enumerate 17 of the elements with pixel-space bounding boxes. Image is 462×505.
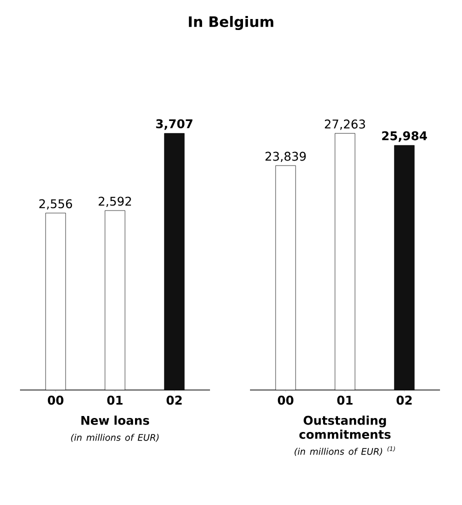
x-tick-label: 01: [107, 396, 123, 405]
data-label: 2,592: [98, 196, 131, 208]
x-tick-label: 00: [278, 396, 294, 405]
data-label: 2,556: [39, 199, 72, 210]
chart-title: In Belgium: [188, 16, 274, 30]
x-tick-label: 02: [396, 396, 412, 405]
x-axis-title: Outstanding commitments: [299, 416, 391, 439]
x-tick-label: 00: [48, 396, 64, 405]
x-tick-label: 01: [337, 396, 353, 405]
data-label: 25,984: [382, 131, 427, 142]
text: (in millions of EUR): [71, 434, 159, 442]
text: (in millions of EUR) $^{(1)}$: [294, 446, 395, 456]
data-label: 23,839: [266, 152, 306, 162]
x-tick-label: 02: [166, 396, 182, 405]
data-label: 27,263: [324, 120, 366, 130]
data-label: 3,707: [156, 119, 192, 130]
x-axis-title: New loans: [81, 416, 150, 425]
